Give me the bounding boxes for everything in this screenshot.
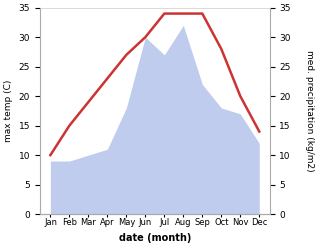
Y-axis label: max temp (C): max temp (C) bbox=[4, 80, 13, 142]
X-axis label: date (month): date (month) bbox=[119, 233, 191, 243]
Y-axis label: med. precipitation (kg/m2): med. precipitation (kg/m2) bbox=[305, 50, 314, 172]
